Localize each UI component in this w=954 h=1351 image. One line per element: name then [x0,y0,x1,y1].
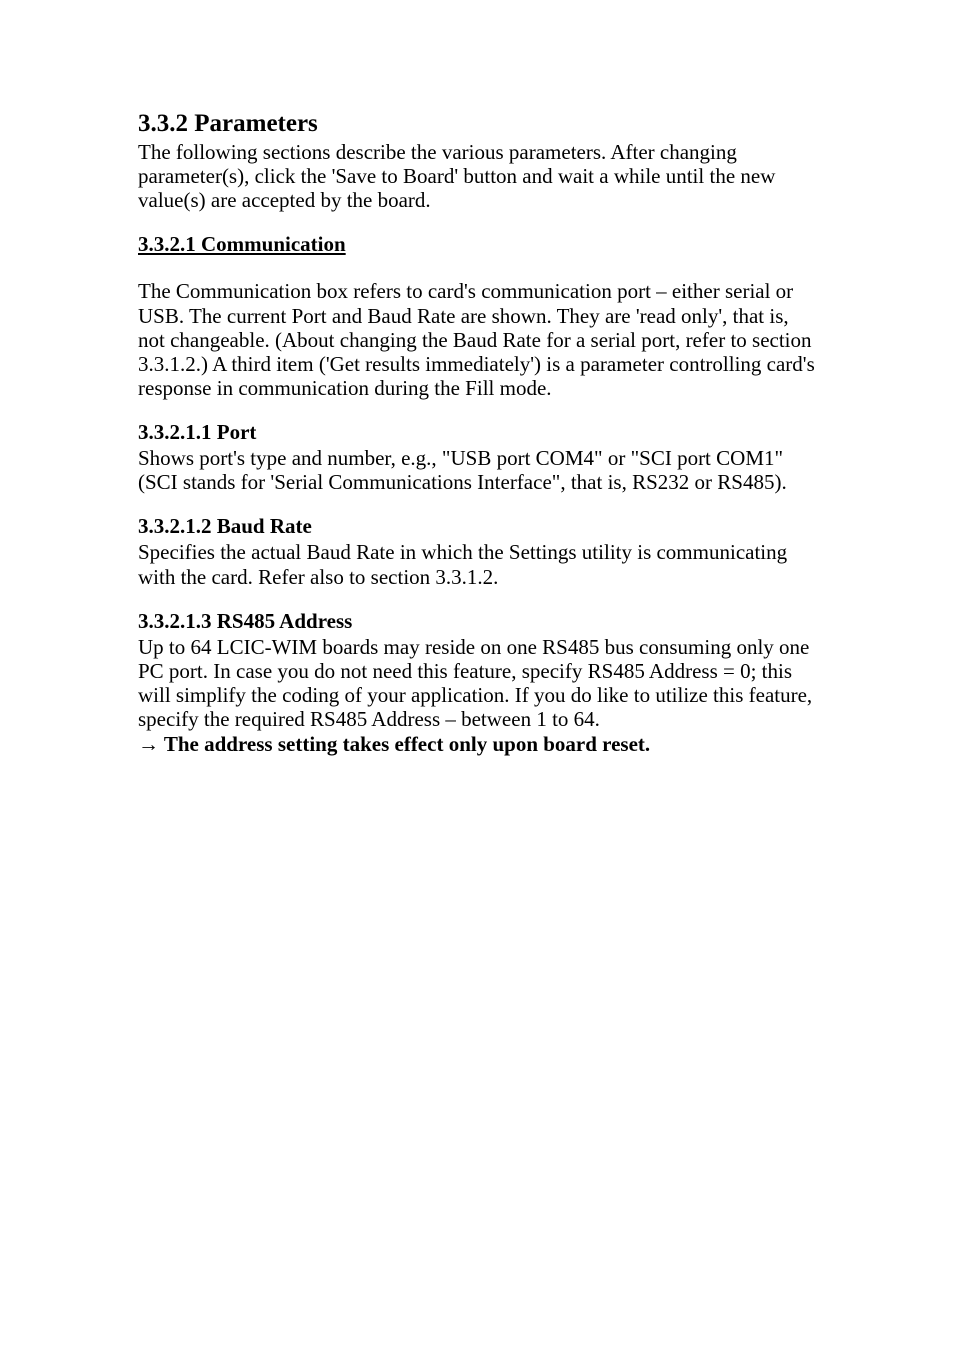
paragraph-communication: The Communication box refers to card's c… [138,279,816,400]
arrow-icon: → [138,733,159,756]
heading-port: 3.3.2.1.1 Port [138,420,816,445]
heading-baud-rate: 3.3.2.1.2 Baud Rate [138,514,816,539]
heading-rs485-address: 3.3.2.1.3 RS485 Address [138,609,816,634]
document-page: 3.3.2 Parameters The following sections … [0,0,954,1351]
heading-communication: 3.3.2.1 Communication [138,232,816,257]
paragraph-rs485-address: Up to 64 LCIC-WIM boards may reside on o… [138,635,816,732]
note-rs485-reset: → The address setting takes effect only … [138,732,816,757]
paragraph-intro: The following sections describe the vari… [138,140,816,212]
heading-parameters: 3.3.2 Parameters [138,110,816,138]
note-text: The address setting takes effect only up… [159,732,650,756]
paragraph-port: Shows port's type and number, e.g., "USB… [138,446,816,494]
paragraph-baud-rate: Specifies the actual Baud Rate in which … [138,540,816,588]
